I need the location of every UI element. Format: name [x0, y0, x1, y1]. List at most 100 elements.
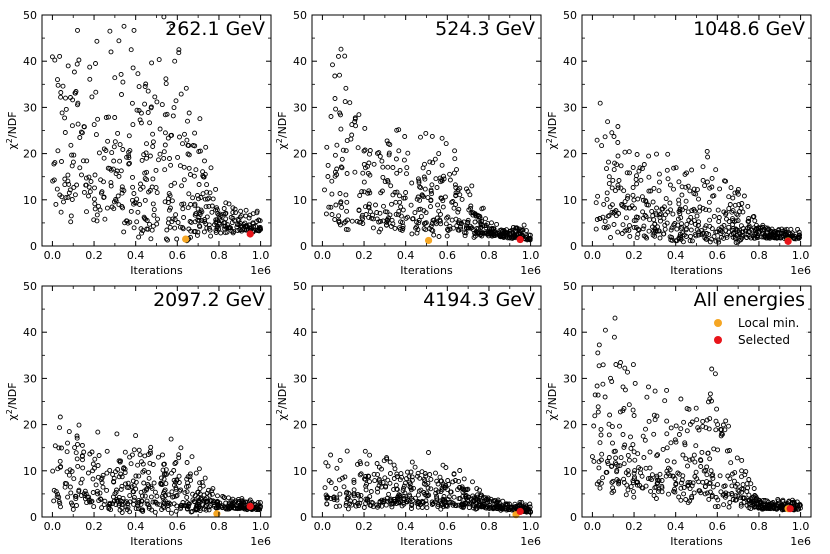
local-min-marker [182, 235, 190, 243]
scatter-point [449, 199, 455, 205]
scatter-point [127, 454, 133, 460]
scatter-point [334, 172, 340, 178]
scatter-point [380, 174, 386, 180]
scatter-point [207, 492, 213, 498]
scatter-point [91, 465, 97, 471]
scatter-point [68, 142, 74, 148]
scatter-point [101, 179, 106, 185]
scatter-point [762, 234, 768, 240]
scatter-point [328, 204, 334, 210]
scatter-point [470, 227, 476, 233]
scatter-point [727, 500, 733, 505]
scatter-point [69, 123, 75, 129]
scatter-point [133, 200, 139, 206]
scatter-point [253, 223, 259, 229]
scatter-point [451, 205, 457, 211]
scatter-point [388, 183, 394, 189]
scatter-point [142, 84, 148, 89]
scatter-point [650, 199, 656, 205]
y-tick-label: 30 [23, 372, 37, 385]
scatter-point [747, 233, 752, 239]
x-tick-label: 0.2 [85, 249, 103, 262]
scatter-point [439, 135, 445, 141]
scatter-point [342, 53, 348, 59]
scatter-point [644, 394, 650, 400]
scatter-point [180, 500, 186, 505]
scatter-point [71, 476, 77, 482]
scatter-point [775, 235, 781, 241]
scatter-point [344, 208, 350, 214]
scatter-point [428, 486, 434, 492]
scatter-point [724, 216, 729, 222]
y-axis-label: χ2/NDF [545, 111, 559, 149]
scatter-point [204, 495, 210, 501]
scatter-point [113, 469, 118, 475]
scatter-point [615, 182, 621, 188]
scatter-point [84, 209, 89, 215]
scatter-point [142, 101, 148, 107]
scatter-point [707, 481, 712, 487]
scatter-point [660, 446, 666, 452]
scatter-point [405, 214, 410, 220]
scatter-point [65, 172, 71, 178]
scatter-point [330, 62, 335, 68]
scatter-point [154, 221, 160, 227]
x-axis-label: Iterations [670, 264, 723, 277]
scatter-point [606, 432, 612, 438]
scatter-point [750, 214, 756, 220]
scatter-point [663, 473, 669, 479]
scatter-point [239, 503, 245, 509]
scatter-point [523, 228, 529, 234]
scatter-point [642, 437, 648, 443]
scatter-point [740, 482, 746, 488]
scatter-point [667, 234, 673, 240]
scatter-point [735, 186, 741, 192]
scatter-point [379, 484, 384, 490]
scatter-point [172, 482, 177, 488]
scatter-point [664, 167, 670, 173]
y-tick-label: 0 [300, 511, 307, 524]
scatter-point [73, 89, 79, 94]
x-tick-label: 1.0 [522, 249, 540, 262]
scatter-point [670, 473, 676, 479]
scatter-point [727, 448, 732, 453]
scatter-point [365, 170, 371, 176]
scatter-point [122, 470, 128, 476]
scatter-point [715, 237, 721, 243]
scatter-point [169, 489, 175, 495]
scatter-point [81, 449, 87, 455]
scatter-point [163, 76, 169, 82]
scatter-point [75, 121, 81, 127]
y-label-rest: /NDF [546, 382, 559, 409]
scatter-point [354, 218, 360, 224]
scatter-point [73, 494, 79, 499]
scatter-point [710, 475, 716, 481]
scatter-point [598, 426, 604, 432]
scatter-point [445, 496, 451, 502]
scatter-point [625, 193, 631, 199]
scatter-point [693, 469, 699, 475]
scatter-point [370, 504, 376, 510]
scatter-point [717, 473, 723, 479]
scatter-point [192, 130, 198, 136]
scatter-point [178, 91, 184, 97]
scatter-point [395, 499, 401, 505]
scatter-point [671, 186, 676, 192]
scatter-point [171, 501, 177, 507]
scatter-point [122, 449, 128, 455]
y-tick-label: 50 [293, 280, 307, 293]
scatter-point [767, 502, 773, 508]
scatter-point [108, 49, 114, 55]
scatter-point [673, 423, 679, 429]
scatter-point [715, 207, 721, 213]
scatter-point [680, 452, 686, 458]
scatter-point [415, 470, 421, 476]
scatter-point [133, 433, 139, 439]
scatter-point [138, 181, 143, 187]
scatter-point [148, 236, 154, 242]
scatter-point [429, 182, 435, 188]
scatter-point [441, 484, 447, 490]
scatter-point [628, 445, 634, 451]
